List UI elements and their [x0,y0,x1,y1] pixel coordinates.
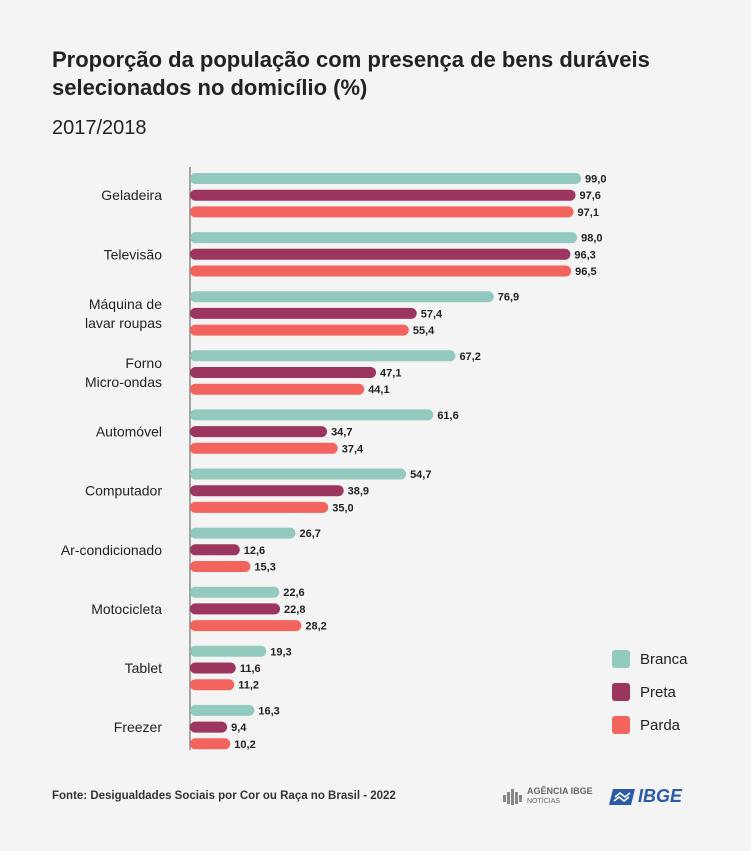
bar-preta [190,485,344,497]
data-label: 22,8 [284,604,305,616]
data-label: 16,3 [258,705,279,717]
category-label: Motocicleta [91,601,162,617]
category-label: Forno [125,355,162,371]
bar-branca [190,291,494,303]
bar-preta [190,248,571,260]
agencia-logo-subtext: NOTÍCIAS [527,798,561,805]
data-label: 10,2 [234,739,255,751]
bar-chart: Geladeira 99,0 97,6 97,1 Televisão 98,0 96,3 96… [61,167,688,751]
chart-title: Proporção da população com presença de b… [52,47,650,100]
bar-preta [190,307,417,319]
legend-swatch-branca [612,650,630,668]
data-label: 15,3 [254,562,275,574]
data-label: 26,7 [299,528,320,540]
legend-swatch-parda [612,716,630,734]
bar-parda [190,679,235,691]
legend-label: Preta [640,684,677,701]
bar-parda [190,738,231,750]
data-label: 96,5 [575,266,596,278]
category-label: Micro-ondas [85,374,162,390]
bar-preta [190,721,228,733]
data-label: 22,6 [283,587,304,599]
category-label: Máquina de [89,296,162,312]
bar-preta [190,189,576,201]
bar-preta [190,603,281,615]
data-label: 35,0 [332,502,353,514]
ibge-logo-text: IBGE [638,786,683,806]
agencia-mark-icon [503,788,522,805]
data-label: 99,0 [585,174,606,186]
data-label: 76,9 [498,292,519,304]
category-label: Tablet [125,660,162,676]
bar-branca [190,173,582,184]
data-label: 38,9 [348,486,369,498]
bar-parda [190,383,365,395]
legend-label: Branca [640,651,688,668]
category-label: Televisão [104,246,163,262]
data-label: 57,4 [421,308,443,320]
data-label: 11,6 [240,663,261,675]
bar-branca [190,468,407,480]
data-label: 55,4 [413,325,435,337]
data-label: 61,6 [437,410,458,422]
data-label: 67,2 [459,351,480,363]
data-label: 11,2 [238,680,259,692]
bar-branca [190,350,456,362]
source-note: Fonte: Desigualdades Sociais por Cor ou … [52,790,396,802]
bar-preta [190,367,377,378]
legend-label: Parda [640,717,681,734]
bar-preta [190,544,240,556]
category-label: lavar roupas [85,315,162,331]
data-label: 19,3 [270,646,291,658]
bar-parda [190,620,302,632]
bar-parda [190,561,251,572]
ibge-logo: IBGE [609,786,682,807]
bar-parda [190,501,329,513]
bar-preta [190,426,328,438]
bar-parda [190,265,572,277]
bar-branca [190,586,280,598]
bar-preta [190,662,236,674]
data-label: 28,2 [305,621,326,633]
category-label: Geladeira [101,187,162,203]
ibge-mark-icon [609,788,635,805]
data-label: 54,7 [410,469,431,481]
category-label: Ar-condicionado [61,542,162,558]
data-label: 98,0 [581,233,602,245]
data-label: 47,1 [380,368,401,380]
data-label: 37,4 [342,443,364,455]
data-label: 44,1 [368,384,389,396]
bar-parda [190,442,338,454]
category-label: Automóvel [96,424,162,440]
bar-parda [190,206,574,218]
category-label: Freezer [114,719,163,735]
bar-branca [190,704,255,716]
data-label: 96,3 [574,249,595,261]
bar-branca [190,232,578,244]
data-label: 97,6 [580,190,601,202]
bar-branca [190,645,267,657]
category-label: Computador [85,483,162,499]
bar-branca [190,527,296,539]
bar-parda [190,324,409,336]
data-label: 97,1 [578,207,599,219]
bar-branca [190,409,434,421]
legend-swatch-preta [612,683,630,701]
agencia-logo-text: AGÊNCIA IBGE [527,786,593,796]
data-label: 12,6 [244,545,265,557]
data-label: 9,4 [231,722,247,734]
chart-subtitle: 2017/2018 [52,117,147,139]
data-label: 34,7 [331,427,352,439]
agencia-ibge-logo: AGÊNCIA IBGE NOTÍCIAS [503,787,593,806]
